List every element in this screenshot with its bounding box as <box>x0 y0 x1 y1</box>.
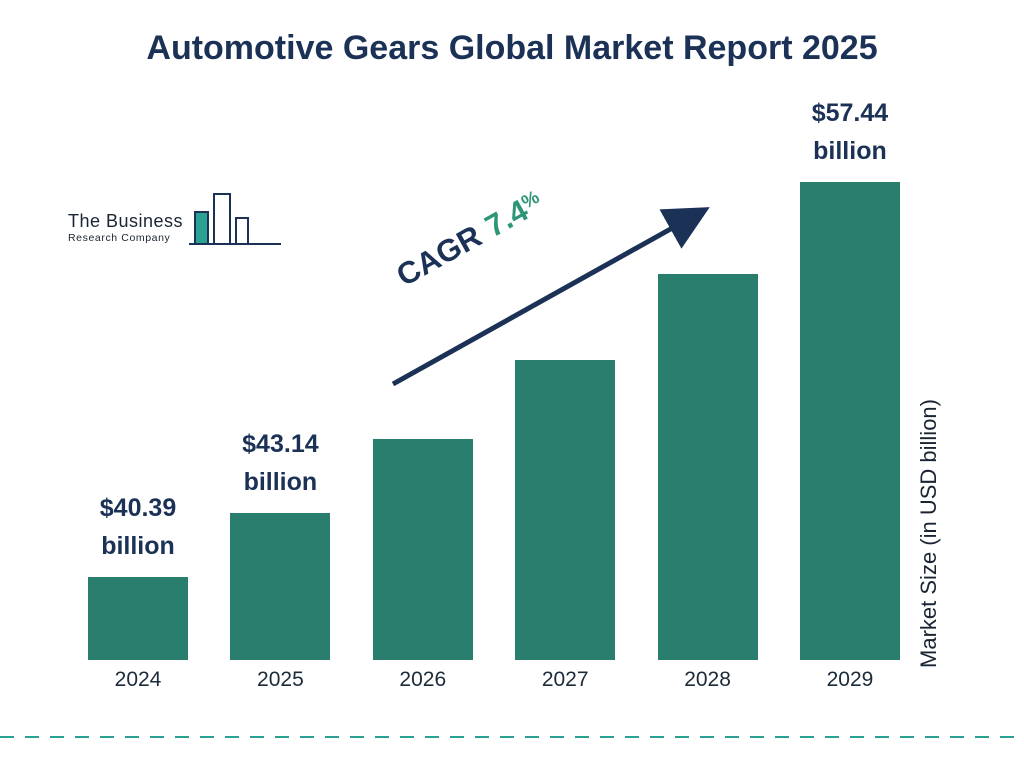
logo-text-line2: Research Company <box>68 232 171 244</box>
value-label-2029: $57.44 billion <box>811 99 889 165</box>
value-label-2025: $43.14 billion <box>242 430 319 496</box>
bar-chart: $40.39 billion 2024 $43.14 billion 2025 2026 20… <box>88 99 900 700</box>
logo-text: The Business Research Company <box>68 211 183 252</box>
bar-chart-logo-icon <box>189 193 282 245</box>
bottom-dashed-line <box>0 736 1024 738</box>
bar-2025 <box>230 513 331 660</box>
cagr-trend-arrow <box>391 207 710 387</box>
bar-column-2029: $57.44 billion 2029 <box>799 99 900 700</box>
bar-column-2026: 2026 <box>372 120 473 700</box>
bar-column-2025: $43.14 billion 2025 <box>230 120 331 700</box>
chart-title: Automotive Gears Global Market Report 20… <box>146 29 878 67</box>
year-label-2025: 2025 <box>257 668 304 691</box>
bar-2026 <box>372 439 473 660</box>
year-label-2027: 2027 <box>541 668 589 691</box>
bar-2027 <box>515 360 616 660</box>
year-label-2026: 2026 <box>399 668 447 691</box>
year-label-2029: 2029 <box>826 668 874 691</box>
year-label-2024: 2024 <box>114 668 162 691</box>
bar-column-2028: 2028 <box>657 120 758 700</box>
company-logo: The Business Research Company <box>68 190 285 252</box>
bar-column-2027: 2027 <box>515 120 616 700</box>
year-label-2028: 2028 <box>684 668 731 691</box>
y-axis-label: Market Size (in USD billion) <box>916 399 941 668</box>
bar-2024 <box>88 577 188 660</box>
bar-column-2024: $40.39 billion 2024 <box>88 120 188 700</box>
logo-text-line1: The Business <box>68 211 184 231</box>
bar-2028 <box>657 274 758 660</box>
value-label-2024: $40.39 billion <box>99 494 177 560</box>
bar-2029 <box>799 182 900 660</box>
